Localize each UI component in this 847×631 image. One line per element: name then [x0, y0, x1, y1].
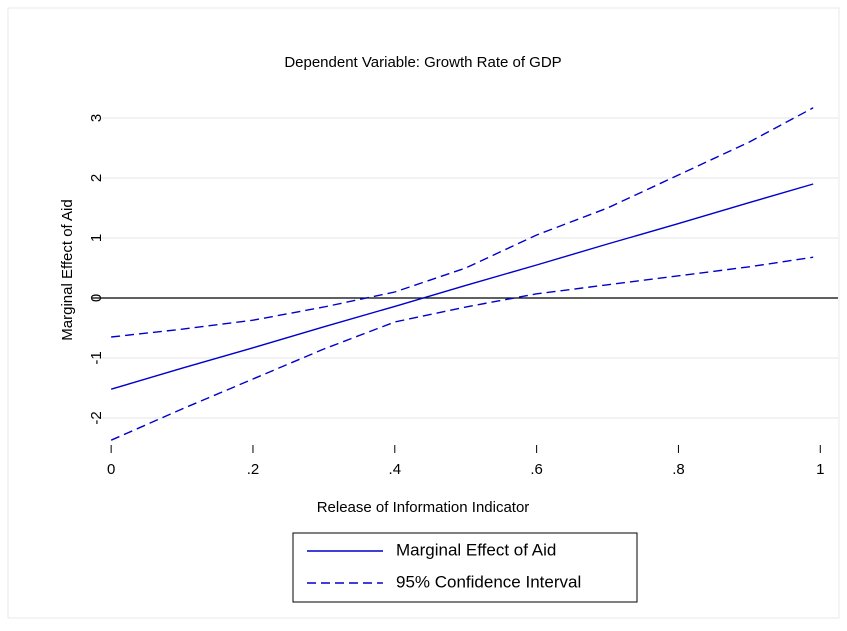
x-tick-label: .2: [247, 461, 260, 478]
x-tick-label: 1: [816, 461, 824, 478]
legend-label: Marginal Effect of Aid: [396, 540, 556, 559]
chart-title: Dependent Variable: Growth Rate of GDP: [284, 54, 561, 71]
y-tick-label: -1: [88, 351, 105, 364]
series-line: [111, 107, 814, 338]
legend-box: [292, 532, 638, 603]
y-tick-label: 1: [88, 234, 105, 242]
x-axis-label: Release of Information Indicator: [317, 499, 530, 516]
graph-region: [7, 7, 840, 619]
x-tick-label: 0: [107, 461, 115, 478]
x-tick-label: .8: [672, 461, 685, 478]
x-tick-label: .6: [530, 461, 543, 478]
y-tick-label: 2: [88, 174, 105, 182]
x-tick-label: .4: [389, 461, 402, 478]
series-line: [110, 256, 814, 441]
y-axis-label: Marginal Effect of Aid: [59, 199, 76, 340]
y-tick-label: 3: [88, 114, 105, 122]
series-line: [110, 183, 814, 390]
legend-label: 95% Confidence Interval: [396, 572, 581, 591]
y-tick-label: -2: [88, 411, 105, 424]
